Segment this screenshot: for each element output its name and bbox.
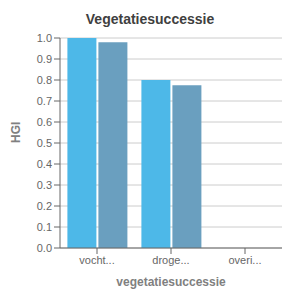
svg-text:vegetatiesuccessie: vegetatiesuccessie — [116, 275, 226, 289]
svg-text:0.2: 0.2 — [37, 200, 52, 212]
svg-text:0.5: 0.5 — [37, 137, 52, 149]
svg-text:droge...: droge... — [152, 254, 189, 266]
svg-text:0.8: 0.8 — [37, 74, 52, 86]
svg-text:0.0: 0.0 — [37, 242, 52, 254]
svg-text:vocht...: vocht... — [79, 254, 114, 266]
svg-text:1.0: 1.0 — [37, 32, 52, 44]
svg-text:0.4: 0.4 — [37, 158, 52, 170]
svg-text:0.1: 0.1 — [37, 221, 52, 233]
svg-text:0.9: 0.9 — [37, 53, 52, 65]
svg-text:0.6: 0.6 — [37, 116, 52, 128]
svg-text:0.3: 0.3 — [37, 179, 52, 191]
svg-text:0.7: 0.7 — [37, 95, 52, 107]
html-text:Vegetatiesuccessie: Vegetatiesuccessie — [85, 11, 215, 27]
svg-text:HGI: HGI — [9, 122, 23, 143]
svg-text:overi...: overi... — [228, 254, 261, 266]
